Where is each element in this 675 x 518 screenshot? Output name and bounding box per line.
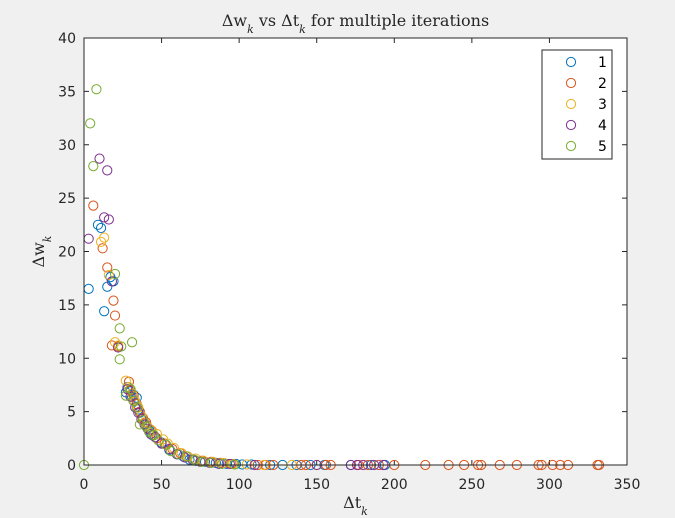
data-point [246, 459, 257, 470]
data-point [122, 384, 133, 395]
data-point [108, 295, 119, 306]
data-point [133, 407, 144, 418]
y-tick-label: 0 [67, 458, 76, 474]
legend-marker [565, 140, 577, 152]
data-point [128, 395, 139, 407]
data-point [99, 232, 110, 243]
x-tick-label: 250 [458, 477, 485, 493]
legend-marker [565, 98, 577, 110]
data-point [206, 457, 217, 468]
x-axis-label: Δtk [343, 493, 368, 518]
data-point [136, 413, 147, 425]
legend-marker [565, 56, 577, 68]
y-tick-label: 30 [58, 138, 76, 154]
y-tick-label: 5 [67, 405, 76, 421]
x-tick-label: 350 [614, 477, 641, 493]
data-point [153, 435, 164, 446]
y-tick-label: 15 [58, 298, 76, 314]
data-point [140, 421, 152, 432]
legend-label: 5 [598, 139, 607, 155]
data-point [189, 454, 200, 465]
data-point [102, 262, 113, 273]
y-tick-label: 35 [58, 84, 76, 100]
data-point [106, 276, 118, 287]
data-point [213, 458, 225, 470]
legend-label: 1 [598, 55, 607, 71]
y-tick-label: 20 [58, 245, 76, 261]
data-point [103, 269, 114, 281]
data-point [150, 432, 161, 443]
data-point [116, 341, 127, 352]
data-point [229, 459, 240, 470]
series-5 [78, 84, 240, 471]
data-point [241, 459, 252, 470]
data-point [131, 402, 142, 413]
data-point [103, 214, 114, 225]
data-point [99, 306, 110, 317]
legend-marker [565, 119, 577, 131]
legend-label: 2 [598, 76, 607, 92]
data-point [88, 200, 99, 211]
data-point [156, 438, 167, 449]
data-point [173, 449, 184, 460]
y-tick-label: 10 [58, 351, 76, 367]
data-point [97, 243, 108, 254]
data-point [99, 212, 110, 223]
plot-frame [83, 37, 628, 466]
legend-marker [565, 77, 577, 89]
x-tick-label: 0 [80, 477, 89, 493]
data-point [114, 354, 125, 365]
y-tick-label: 40 [58, 31, 76, 47]
plot-area [84, 38, 627, 465]
data-point [94, 153, 105, 164]
data-point [137, 415, 149, 426]
y-tick-label: 25 [58, 191, 76, 207]
data-point [95, 222, 107, 234]
legend-label: 3 [598, 97, 607, 113]
data-point [216, 458, 228, 470]
data-point [85, 118, 96, 129]
data-point [91, 84, 102, 95]
legend-items: 1 2 3 4 5 [565, 55, 607, 155]
data-point [109, 268, 121, 280]
data-point [102, 165, 113, 176]
data-point [125, 384, 136, 395]
legend[interactable]: 1 2 3 4 5 [541, 49, 613, 160]
y-axis-label: Δwk [29, 235, 54, 267]
x-tick-label: 100 [226, 477, 253, 493]
legend-box [541, 49, 613, 160]
data-point [126, 337, 138, 348]
data-point [179, 452, 190, 463]
chart-title: Δwk vs Δtk for multiple iterations [222, 11, 489, 36]
data-point [114, 323, 125, 334]
legend-label: 4 [598, 118, 607, 134]
x-tick-label: 50 [153, 477, 171, 493]
x-tick-label: 150 [303, 477, 330, 493]
x-tick-label: 300 [536, 477, 563, 493]
data-point [92, 219, 104, 230]
data-point [224, 458, 235, 470]
data-point [88, 161, 99, 172]
x-tick-label: 200 [381, 477, 408, 493]
data-point [109, 310, 121, 321]
